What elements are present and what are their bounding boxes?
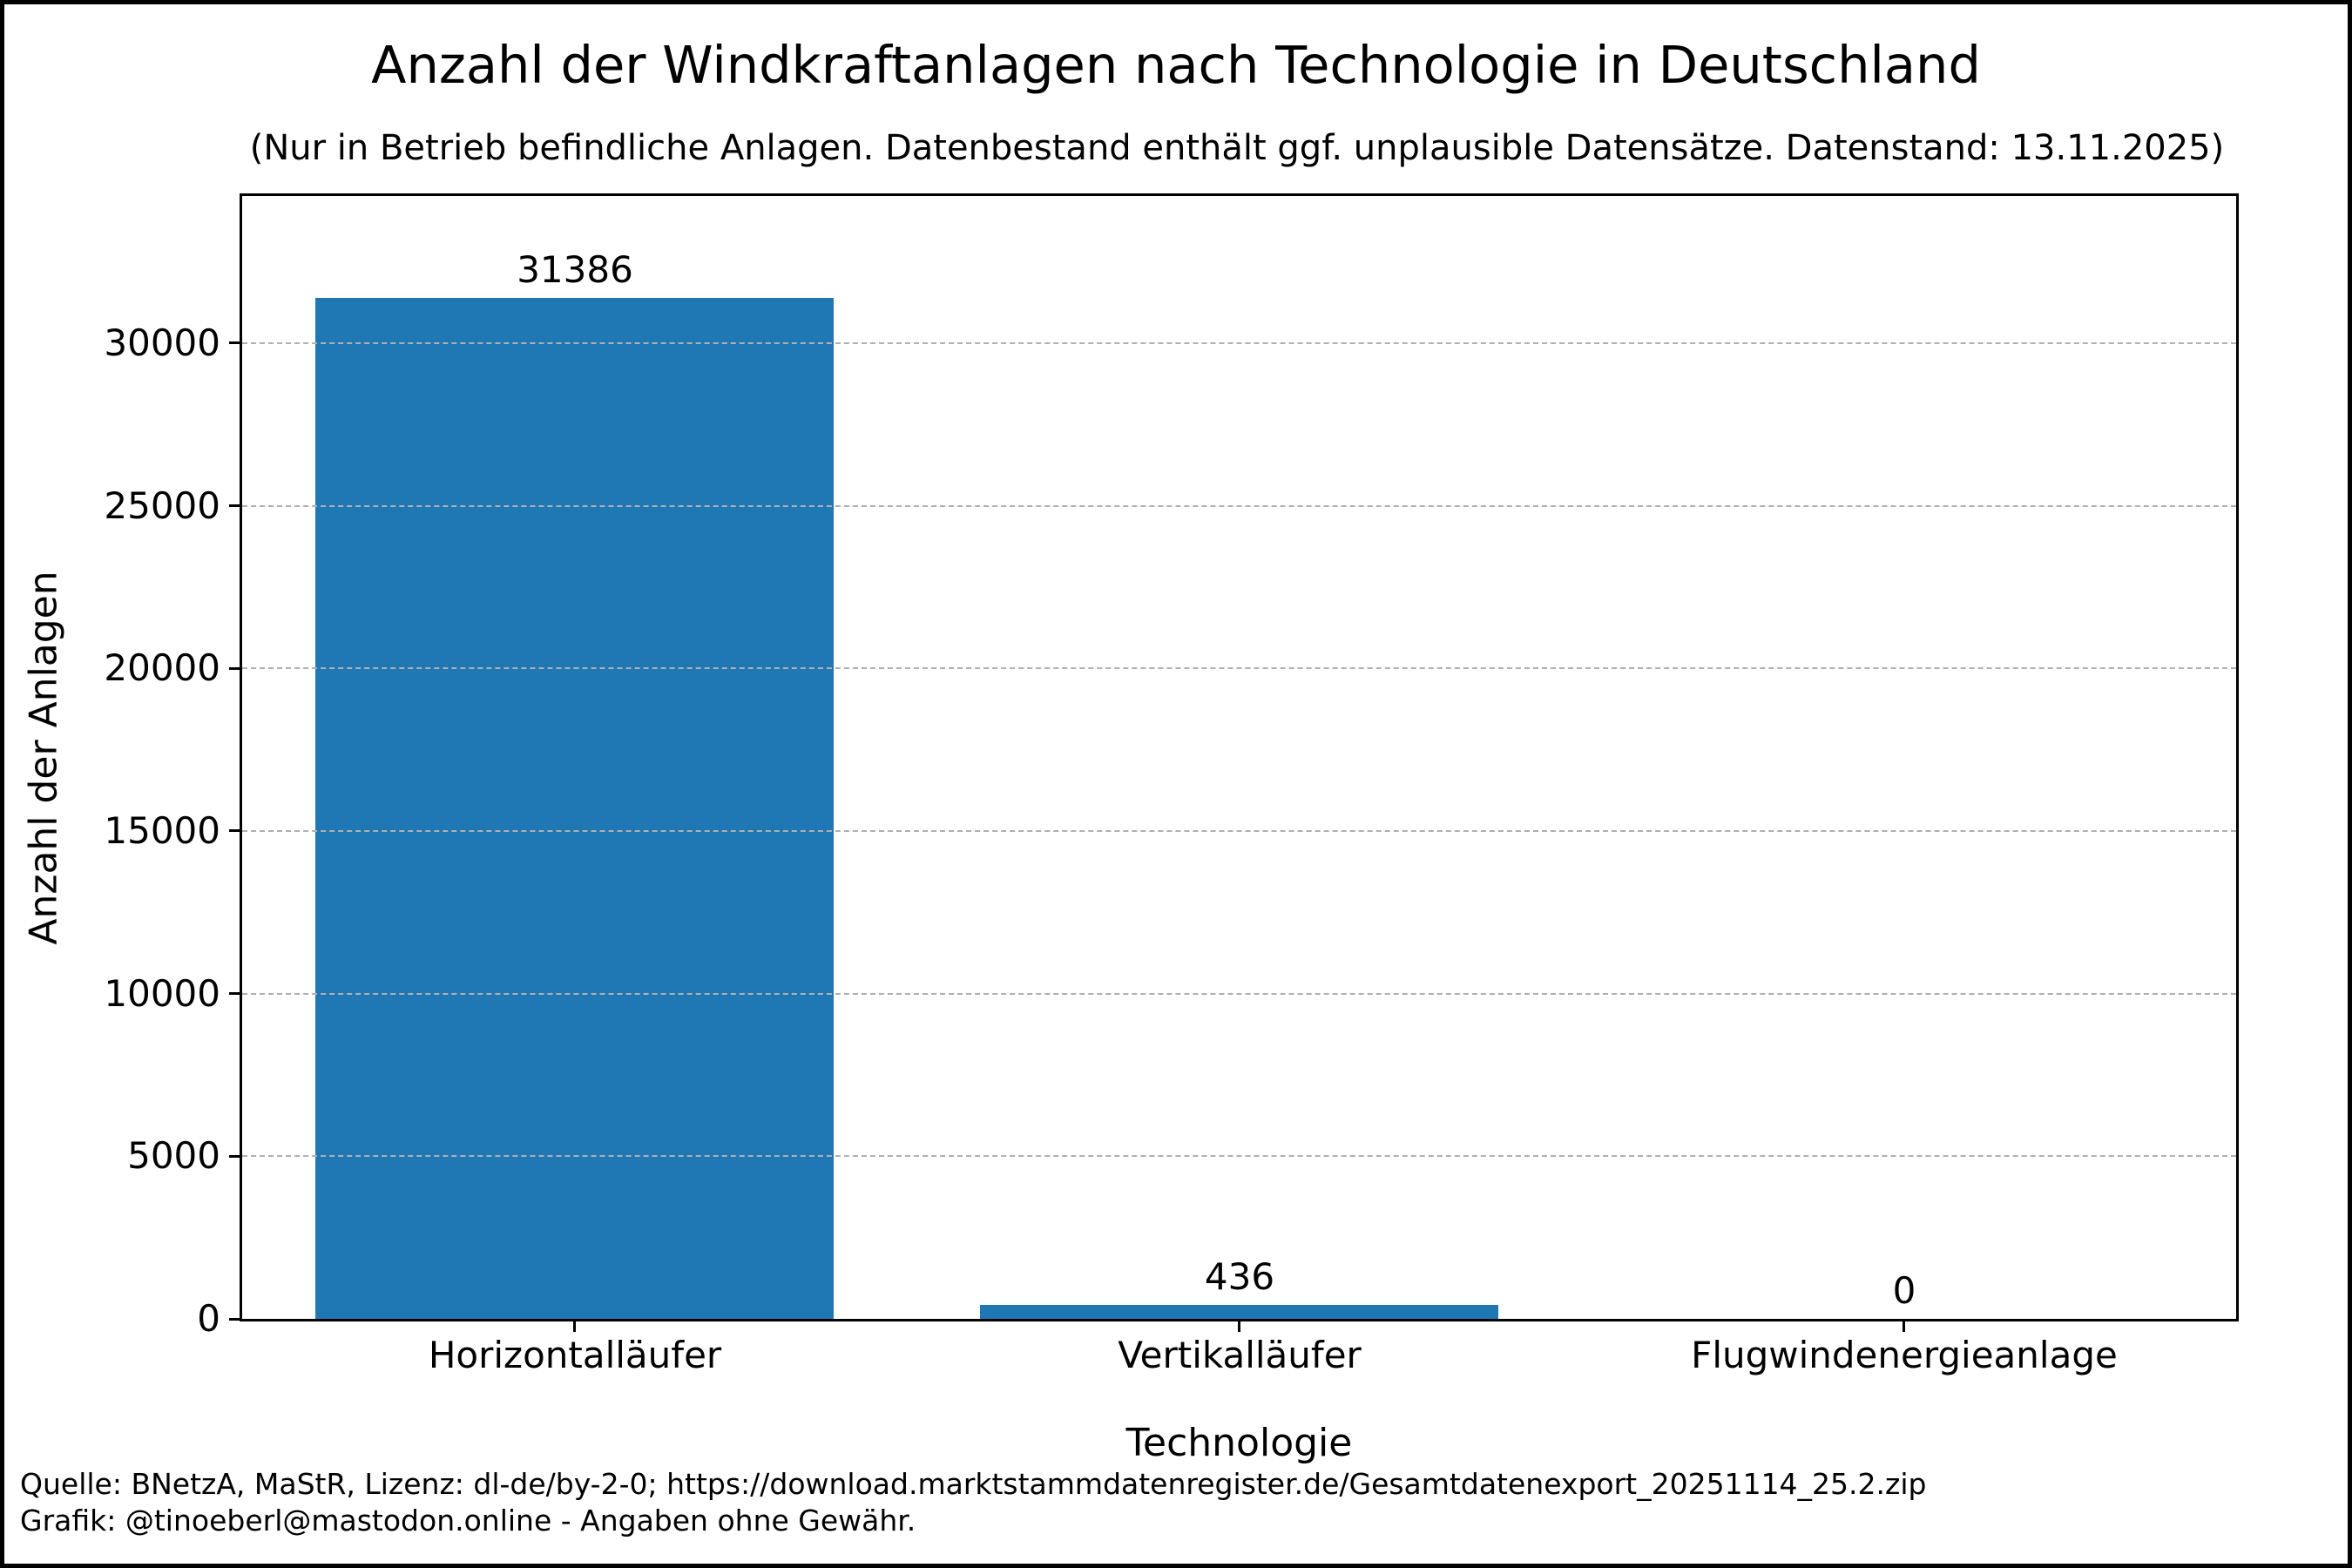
- y-tick-mark: [229, 341, 240, 344]
- gridline: [242, 993, 2236, 995]
- x-tick-label: Horizontalläufer: [428, 1334, 722, 1376]
- x-tick-mark: [1903, 1321, 1905, 1332]
- bar: [315, 298, 834, 1319]
- y-tick-mark: [229, 992, 240, 995]
- footer-credit-line: Grafik: @tinoeberl@mastodon.online - Ang…: [20, 1504, 916, 1538]
- x-tick-label: Vertikalläufer: [1118, 1334, 1362, 1376]
- x-tick-label: Flugwindenergieanlage: [1691, 1334, 2118, 1376]
- bar-value-label: 31386: [517, 247, 633, 291]
- y-tick-mark: [229, 1155, 240, 1158]
- y-tick-label: 5000: [127, 1134, 220, 1177]
- y-tick-label: 30000: [104, 321, 220, 364]
- y-axis-label: Anzahl der Anlagen: [21, 571, 66, 945]
- x-tick-mark: [1238, 1321, 1240, 1332]
- gridline: [242, 1155, 2236, 1157]
- gridline: [242, 667, 2236, 669]
- x-axis-label: Technologie: [1125, 1421, 1353, 1465]
- y-tick-label: 25000: [104, 484, 220, 527]
- footer-source-line: Quelle: BNetzA, MaStR, Lizenz: dl-de/by-…: [20, 1467, 1927, 1501]
- gridline: [242, 505, 2236, 507]
- bar-value-label: 436: [1204, 1254, 1275, 1298]
- bar-value-label: 0: [1892, 1268, 1916, 1312]
- y-tick-label: 15000: [104, 809, 220, 852]
- y-tick-mark: [229, 1318, 240, 1321]
- bar: [980, 1305, 1498, 1319]
- x-tick-mark: [573, 1321, 576, 1332]
- y-tick-mark: [229, 667, 240, 670]
- y-tick-label: 10000: [104, 972, 220, 1015]
- footer: Quelle: BNetzA, MaStR, Lizenz: dl-de/by-…: [20, 1466, 1926, 1539]
- y-tick-label: 0: [197, 1297, 220, 1340]
- gridline: [242, 342, 2236, 344]
- y-tick-label: 20000: [104, 646, 220, 689]
- chart-subtitle: (Nur in Betrieb befindliche Anlagen. Dat…: [249, 128, 2225, 168]
- y-tick-mark: [229, 504, 240, 507]
- plot-area: Horizontalläufer Vertikalläufer Flugwinden…: [104, 193, 2239, 1375]
- gridline: [242, 830, 2236, 832]
- y-tick-mark: [229, 829, 240, 832]
- chart-title: Anzahl der Windkraftanlagen nach Technol…: [371, 35, 1981, 95]
